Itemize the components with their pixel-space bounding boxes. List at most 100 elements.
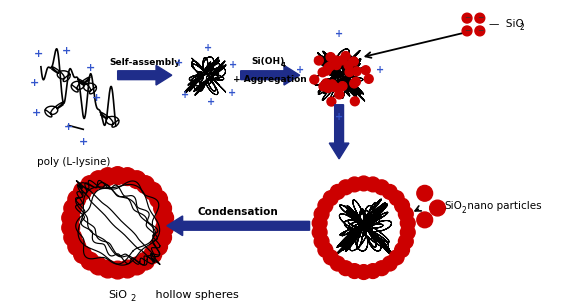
Circle shape <box>326 53 335 62</box>
Circle shape <box>350 97 359 106</box>
Circle shape <box>154 229 171 246</box>
Circle shape <box>128 171 146 188</box>
Text: +: + <box>86 63 95 73</box>
Circle shape <box>325 62 335 71</box>
Circle shape <box>318 68 327 77</box>
Circle shape <box>314 234 329 249</box>
Circle shape <box>68 237 86 255</box>
Circle shape <box>399 234 413 249</box>
Text: +: + <box>229 60 237 70</box>
Text: +: + <box>175 58 183 68</box>
Circle shape <box>84 189 151 256</box>
Polygon shape <box>329 105 349 159</box>
Circle shape <box>332 56 341 65</box>
Circle shape <box>389 191 404 206</box>
Text: +: + <box>207 97 215 107</box>
Circle shape <box>338 180 353 195</box>
Circle shape <box>323 250 338 265</box>
Circle shape <box>400 225 415 240</box>
Circle shape <box>344 61 353 70</box>
Text: 2: 2 <box>519 24 524 32</box>
Circle shape <box>475 13 485 23</box>
Circle shape <box>350 79 358 88</box>
Text: + Aggregation: + Aggregation <box>234 75 307 84</box>
Circle shape <box>331 83 339 91</box>
Circle shape <box>366 177 380 192</box>
Circle shape <box>462 26 472 36</box>
Circle shape <box>156 209 174 227</box>
Text: −: − <box>477 26 483 35</box>
Circle shape <box>328 80 337 89</box>
Circle shape <box>349 57 358 66</box>
Circle shape <box>128 257 146 275</box>
Circle shape <box>318 198 333 213</box>
Text: +: + <box>335 111 343 121</box>
Circle shape <box>99 168 117 185</box>
Circle shape <box>81 252 99 270</box>
Text: SiO: SiO <box>445 201 462 211</box>
Circle shape <box>347 264 362 278</box>
Circle shape <box>109 167 126 185</box>
Circle shape <box>430 200 446 216</box>
Circle shape <box>314 207 329 222</box>
Text: +: + <box>376 65 384 75</box>
Polygon shape <box>167 216 310 236</box>
Circle shape <box>319 82 328 91</box>
Text: 2: 2 <box>461 206 466 215</box>
Circle shape <box>417 185 433 201</box>
Text: +: + <box>91 93 101 103</box>
Circle shape <box>338 82 347 91</box>
Text: +: + <box>204 43 212 53</box>
Text: −: − <box>464 14 470 23</box>
Circle shape <box>324 84 332 92</box>
Text: +: + <box>64 122 73 132</box>
Text: +: + <box>228 88 236 98</box>
Circle shape <box>64 229 82 246</box>
Circle shape <box>74 246 91 263</box>
Circle shape <box>475 26 485 36</box>
Circle shape <box>341 51 350 60</box>
Text: poly (L-lysine): poly (L-lysine) <box>37 157 110 167</box>
Text: +: + <box>29 78 39 88</box>
Circle shape <box>352 67 361 76</box>
Circle shape <box>90 171 107 188</box>
Circle shape <box>462 13 472 23</box>
Circle shape <box>81 176 99 193</box>
Text: +: + <box>79 137 88 147</box>
Circle shape <box>62 219 79 237</box>
Circle shape <box>389 250 404 265</box>
Circle shape <box>156 219 174 237</box>
Circle shape <box>323 191 338 206</box>
Circle shape <box>352 77 360 86</box>
Circle shape <box>382 185 397 199</box>
Circle shape <box>99 260 117 278</box>
Circle shape <box>74 182 91 200</box>
Circle shape <box>154 200 171 217</box>
Circle shape <box>417 212 433 228</box>
Circle shape <box>144 246 162 263</box>
Circle shape <box>382 256 397 271</box>
Circle shape <box>356 265 371 279</box>
Text: 4: 4 <box>281 62 286 68</box>
Text: +: + <box>62 46 71 56</box>
Polygon shape <box>240 65 300 85</box>
Circle shape <box>64 200 82 217</box>
Circle shape <box>337 56 346 65</box>
Circle shape <box>332 61 341 69</box>
Text: −: − <box>477 14 483 23</box>
Text: −: − <box>464 26 470 35</box>
Polygon shape <box>118 65 172 85</box>
Text: Si(OH): Si(OH) <box>252 57 285 66</box>
Text: +: + <box>180 90 189 100</box>
Circle shape <box>324 63 333 72</box>
Text: Self-assembly: Self-assembly <box>109 58 180 67</box>
Circle shape <box>68 190 86 208</box>
Text: SiO: SiO <box>108 290 127 300</box>
Circle shape <box>310 75 319 84</box>
Text: +: + <box>32 108 41 118</box>
Circle shape <box>365 74 373 83</box>
Circle shape <box>321 79 331 88</box>
Circle shape <box>315 56 323 65</box>
Circle shape <box>150 190 167 208</box>
Text: nano particles: nano particles <box>464 201 541 211</box>
